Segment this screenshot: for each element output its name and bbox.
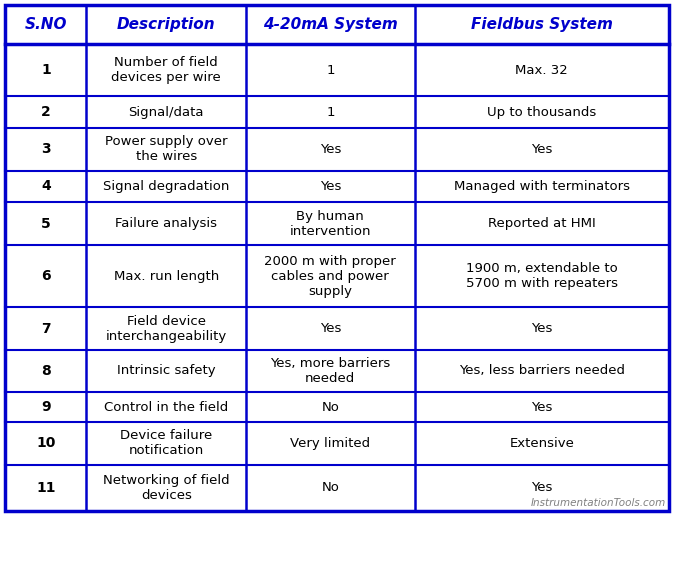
Text: Extensive: Extensive	[510, 437, 574, 450]
Text: Fieldbus System: Fieldbus System	[471, 17, 613, 32]
Text: Control in the field: Control in the field	[104, 401, 228, 414]
Text: 5: 5	[41, 216, 51, 231]
Text: 1: 1	[326, 106, 334, 119]
Text: Field device
interchangeability: Field device interchangeability	[105, 314, 227, 343]
Bar	[5, 5, 669, 511]
Text: 11: 11	[36, 481, 55, 495]
Text: 2: 2	[41, 105, 51, 119]
Text: Power supply over
the wires: Power supply over the wires	[105, 135, 228, 164]
Text: S.NO: S.NO	[25, 17, 67, 32]
Text: Failure analysis: Failure analysis	[115, 217, 218, 230]
Text: 1: 1	[41, 63, 51, 77]
Text: 6: 6	[41, 269, 51, 283]
Text: Yes: Yes	[531, 401, 553, 414]
Text: 4: 4	[41, 179, 51, 194]
Text: InstrumentationTools.com: InstrumentationTools.com	[530, 498, 666, 508]
Text: Yes: Yes	[531, 322, 553, 335]
Text: Description: Description	[117, 17, 215, 32]
Text: 3: 3	[41, 142, 51, 157]
Text: Signal/data: Signal/data	[129, 106, 204, 119]
Bar	[5, 5, 669, 511]
Text: 8: 8	[41, 364, 51, 378]
Text: By human
intervention: By human intervention	[289, 209, 371, 238]
Text: 1: 1	[326, 64, 334, 77]
Text: Device failure
notification: Device failure notification	[120, 429, 212, 458]
Text: Max. 32: Max. 32	[515, 64, 568, 77]
Text: Number of field
devices per wire: Number of field devices per wire	[111, 56, 221, 84]
Text: 10: 10	[36, 436, 55, 451]
Text: Signal degradation: Signal degradation	[103, 180, 229, 193]
Text: Intrinsic safety: Intrinsic safety	[117, 364, 215, 378]
Text: 4-20mA System: 4-20mA System	[263, 17, 398, 32]
Text: 2000 m with proper
cables and power
supply: 2000 m with proper cables and power supp…	[265, 255, 396, 298]
Text: 7: 7	[41, 321, 51, 336]
Text: Yes: Yes	[531, 481, 553, 494]
Text: No: No	[321, 481, 339, 494]
Text: Yes, more barriers
needed: Yes, more barriers needed	[270, 357, 391, 385]
Text: Very limited: Very limited	[290, 437, 371, 450]
Text: 9: 9	[41, 400, 51, 414]
Text: Reported at HMI: Reported at HMI	[488, 217, 596, 230]
Text: Yes: Yes	[319, 322, 341, 335]
Text: Max. run length: Max. run length	[114, 270, 219, 282]
Text: Yes: Yes	[531, 143, 553, 156]
Text: Up to thousands: Up to thousands	[487, 106, 596, 119]
Text: Yes, less barriers needed: Yes, less barriers needed	[459, 364, 624, 378]
Text: Yes: Yes	[319, 180, 341, 193]
Text: No: No	[321, 401, 339, 414]
Text: Yes: Yes	[319, 143, 341, 156]
Text: 1900 m, extendable to
5700 m with repeaters: 1900 m, extendable to 5700 m with repeat…	[466, 262, 618, 290]
Text: Managed with terminators: Managed with terminators	[453, 180, 630, 193]
Text: Networking of field
devices: Networking of field devices	[103, 474, 230, 502]
